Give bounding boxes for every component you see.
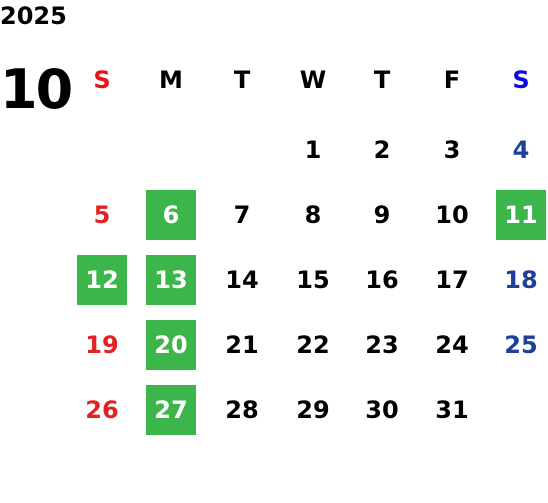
weekday-label: W: [299, 66, 327, 94]
day: 30: [365, 396, 399, 424]
day: 4: [512, 136, 530, 164]
day: 22: [296, 331, 330, 359]
day: 23: [365, 331, 399, 359]
month: 10: [0, 58, 73, 121]
day: 18: [504, 266, 538, 294]
day: 3: [443, 136, 461, 164]
highlighted-day: 13: [146, 255, 196, 305]
day: 8: [304, 201, 322, 229]
weekday-label: F: [443, 66, 461, 94]
weekday-label: M: [159, 66, 183, 94]
weekday-label: S: [93, 66, 111, 94]
day: 15: [296, 266, 330, 294]
day: 7: [233, 201, 251, 229]
year: 2025: [0, 2, 67, 30]
highlighted-day: 20: [146, 320, 196, 370]
day: 24: [435, 331, 469, 359]
day: 1: [304, 136, 322, 164]
weekday-label: S: [512, 66, 530, 94]
highlighted-day: 27: [146, 385, 196, 435]
highlighted-day: 11: [496, 190, 546, 240]
day: 14: [225, 266, 259, 294]
day: 16: [365, 266, 399, 294]
day: 5: [93, 201, 111, 229]
day: 2: [373, 136, 391, 164]
day: 31: [435, 396, 469, 424]
day: 28: [225, 396, 259, 424]
day: 10: [435, 201, 469, 229]
weekday-label: T: [373, 66, 391, 94]
day: 26: [85, 396, 119, 424]
day: 19: [85, 331, 119, 359]
day: 21: [225, 331, 259, 359]
day: 9: [373, 201, 391, 229]
highlighted-day: 6: [146, 190, 196, 240]
weekday-label: T: [233, 66, 251, 94]
highlighted-day: 12: [77, 255, 127, 305]
day: 25: [504, 331, 538, 359]
day: 29: [296, 396, 330, 424]
day: 17: [435, 266, 469, 294]
